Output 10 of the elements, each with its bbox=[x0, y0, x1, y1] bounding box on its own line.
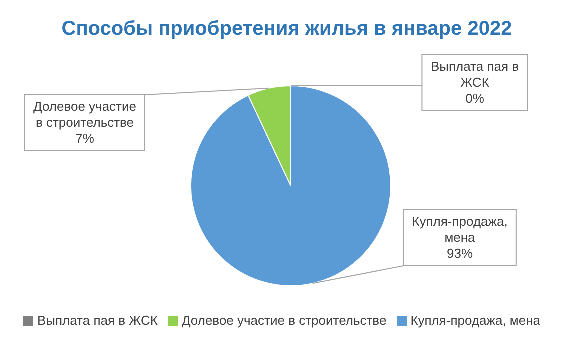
data-label: 93% bbox=[446, 246, 474, 261]
legend-label: Выплата пая в ЖСК bbox=[37, 313, 158, 328]
slice-label: Купля-продажа, мена bbox=[412, 214, 508, 245]
slice-label: Долевое участие в строительстве bbox=[34, 99, 136, 130]
legend-label: Купля-продажа, мена bbox=[410, 313, 541, 328]
chart-title: Способы приобретения жилья в январе 2022 bbox=[60, 17, 514, 42]
category-label: Выплата пая в ЖСК bbox=[430, 59, 520, 90]
legend-label: Долевое участие в строительстве bbox=[182, 313, 387, 328]
data-label: 7% bbox=[76, 131, 95, 146]
text: 0% bbox=[466, 91, 484, 106]
